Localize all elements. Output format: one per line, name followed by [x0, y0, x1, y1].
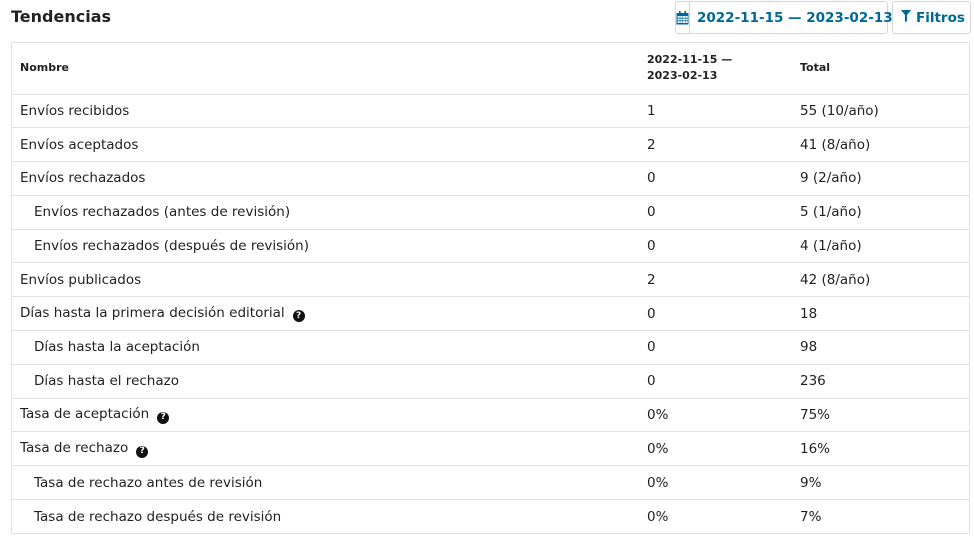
metric-range-value: 0: [639, 161, 792, 196]
metric-name: Envíos rechazados (después de revisión): [34, 238, 309, 255]
metric-name-cell: Tasa de aceptación?: [12, 398, 639, 433]
metric-name-cell: Envíos rechazados (después de revisión): [12, 229, 639, 264]
date-range-button[interactable]: 2022-11-15 — 2023-02-13: [675, 1, 893, 34]
filters-label: Filtros: [916, 9, 965, 26]
metric-total-value: 5 (1/año): [792, 195, 969, 230]
metric-range-value: 2: [639, 262, 792, 298]
table-row: Envíos publicados 2 42 (8/año): [12, 262, 969, 298]
metric-name: Envíos recibidos: [20, 102, 130, 119]
metric-name: Envíos rechazados: [20, 170, 146, 187]
calendar-icon: [676, 2, 690, 33]
table-row: Envíos rechazados 0 9 (2/año): [12, 161, 969, 196]
metric-total-value: 9%: [792, 465, 969, 501]
metric-name-cell: Días hasta la primera decisión editorial…: [12, 296, 639, 332]
metric-name-cell: Tasa de rechazo?: [12, 431, 639, 467]
column-header-date-range-line2: 2023-02-13: [647, 69, 718, 83]
metric-range-value: 1: [639, 94, 792, 129]
metric-name: Envíos aceptados: [20, 136, 139, 153]
metric-name-cell: Envíos rechazados: [12, 161, 639, 196]
metric-name: Envíos publicados: [20, 271, 142, 288]
table-row: Tasa de aceptación? 0% 75%: [12, 398, 969, 433]
table-row: Tasa de rechazo? 0% 16%: [12, 431, 969, 467]
metric-total-value: 18: [792, 296, 969, 332]
metric-range-value: 0%: [639, 398, 792, 433]
trends-table: Nombre 2022-11-15 — 2023-02-13 Total Env…: [11, 42, 970, 535]
table-row: Tasa de rechazo después de revisión 0% 7%: [12, 500, 969, 534]
metric-total-value: 236: [792, 364, 969, 399]
metric-total-value: 16%: [792, 431, 969, 467]
page-title: Tendencias: [11, 7, 112, 26]
column-header-date-range: 2022-11-15 — 2023-02-13: [639, 43, 792, 95]
metric-name-cell: Envíos publicados: [12, 262, 639, 298]
date-range-label: 2022-11-15 — 2023-02-13: [697, 9, 893, 26]
metric-name-cell: Tasa de rechazo antes de revisión: [12, 465, 639, 501]
metric-name: Días hasta la primera decisión editorial: [20, 304, 285, 321]
metric-range-value: 0: [639, 296, 792, 332]
metric-name-cell: Envíos aceptados: [12, 127, 639, 163]
metric-total-value: 42 (8/año): [792, 262, 969, 298]
metric-name: Días hasta la aceptación: [34, 339, 200, 356]
filters-button[interactable]: Filtros: [892, 1, 971, 34]
metric-range-value: 0%: [639, 465, 792, 501]
metric-total-value: 9 (2/año): [792, 161, 969, 196]
metric-name: Tasa de aceptación: [20, 406, 150, 423]
metric-name: Tasa de rechazo: [20, 440, 129, 457]
metric-name: Días hasta el rechazo: [34, 373, 179, 390]
column-header-date-range-line1: 2022-11-15 —: [647, 53, 733, 67]
metric-name-cell: Envíos recibidos: [12, 94, 639, 129]
metric-range-value: 2: [639, 127, 792, 163]
metric-total-value: 55 (10/año): [792, 94, 969, 129]
metric-name-cell: Días hasta el rechazo: [12, 364, 639, 399]
page-header: Tendencias 2022-11-15 — 2023-02-13 Filtr…: [0, 0, 974, 42]
help-icon[interactable]: ?: [292, 310, 305, 323]
table-row: Días hasta el rechazo 0 236: [12, 364, 969, 399]
metric-total-value: 41 (8/año): [792, 127, 969, 163]
help-icon[interactable]: ?: [157, 411, 170, 424]
metric-range-value: 0%: [639, 431, 792, 467]
table-row: Envíos recibidos 1 55 (10/año): [12, 94, 969, 129]
metric-total-value: 75%: [792, 398, 969, 433]
metric-name-cell: Tasa de rechazo después de revisión: [12, 500, 639, 534]
metric-range-value: 0: [639, 195, 792, 230]
filter-icon: [901, 9, 911, 26]
metric-total-value: 98: [792, 330, 969, 365]
metric-name: Envíos rechazados (antes de revisión): [34, 204, 291, 221]
metric-name: Tasa de rechazo después de revisión: [34, 508, 282, 525]
metric-range-value: 0: [639, 330, 792, 365]
column-header-name: Nombre: [12, 43, 639, 95]
help-icon[interactable]: ?: [136, 445, 149, 458]
table-header-row: Nombre 2022-11-15 — 2023-02-13 Total: [12, 43, 969, 95]
metric-range-value: 0%: [647, 508, 669, 525]
metric-total-value: 7%: [800, 508, 822, 525]
metric-range-value: 0: [639, 364, 792, 399]
table-row: Envíos rechazados (después de revisión) 0…: [12, 229, 969, 264]
column-header-total: Total: [792, 43, 969, 95]
table-row: Tasa de rechazo antes de revisión 0% 9%: [12, 465, 969, 501]
metric-range-value: 0: [639, 229, 792, 264]
metric-name: Tasa de rechazo antes de revisión: [34, 474, 263, 491]
table-row: Envíos rechazados (antes de revisión) 0 5 …: [12, 195, 969, 230]
table-row: Envíos aceptados 2 41 (8/año): [12, 127, 969, 163]
table-row: Días hasta la primera decisión editorial…: [12, 296, 969, 332]
metric-name-cell: Envíos rechazados (antes de revisión): [12, 195, 639, 230]
metric-total-value: 4 (1/año): [792, 229, 969, 264]
metric-name-cell: Días hasta la aceptación: [12, 330, 639, 365]
table-row: Días hasta la aceptación 0 98: [12, 330, 969, 365]
